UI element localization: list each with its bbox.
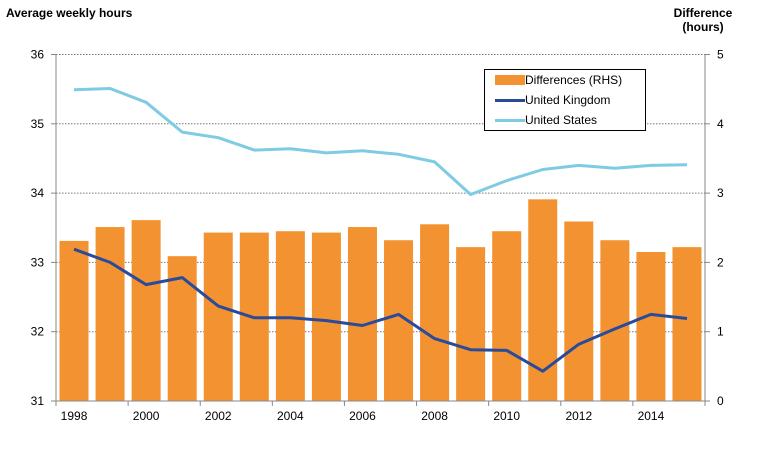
legend-item-differences: Differences (RHS)	[495, 70, 622, 90]
legend-item-us: United States	[495, 110, 597, 130]
right-tick-label: 2	[717, 255, 724, 269]
right-tick-label: 4	[717, 117, 724, 131]
x-tick-label: 2014	[638, 409, 665, 423]
x-tick-label: 2004	[277, 409, 304, 423]
right-tick-label: 1	[717, 325, 724, 339]
left-tick-label: 32	[31, 325, 45, 339]
legend-item-uk: United Kingdom	[495, 90, 610, 110]
x-tick-label: 2010	[493, 409, 520, 423]
legend-swatch-bar	[495, 75, 525, 85]
x-tick-label: 1998	[61, 409, 88, 423]
right-tick-label: 0	[717, 394, 724, 408]
bar-2014	[636, 252, 666, 401]
bar-2000	[131, 220, 161, 401]
bar-2011	[528, 199, 558, 401]
bar-2008	[420, 224, 450, 401]
x-tick-label: 2008	[421, 409, 448, 423]
left-tick-label: 31	[31, 394, 45, 408]
left-tick-label: 36	[31, 48, 45, 62]
legend-label: Differences (RHS)	[525, 73, 623, 87]
bar-1998	[59, 240, 89, 401]
legend: Differences (RHS) United Kingdom United …	[484, 69, 646, 131]
bar-2002	[203, 232, 233, 401]
x-tick-label: 2006	[349, 409, 376, 423]
bar-1999	[95, 227, 125, 401]
bar-2010	[492, 231, 522, 401]
right-tick-label: 5	[717, 48, 724, 62]
left-tick-label: 33	[31, 255, 45, 269]
legend-swatch-line	[495, 98, 525, 102]
right-axis-title: Difference (hours)	[673, 6, 733, 34]
left-tick-label: 34	[31, 186, 45, 200]
left-tick-label: 35	[31, 117, 45, 131]
bar-2009	[456, 247, 486, 401]
x-tick-label: 2000	[133, 409, 160, 423]
bar-2005	[311, 232, 341, 401]
bar-2004	[275, 231, 305, 401]
left-axis-title: Average weekly hours	[6, 6, 133, 20]
legend-swatch-line	[495, 118, 525, 122]
legend-label: United States	[525, 113, 598, 127]
bar-2013	[600, 240, 630, 401]
line-united-states	[73, 87, 688, 196]
legend-label: United Kingdom	[525, 93, 611, 107]
bar-2006	[347, 227, 377, 401]
bar-2015	[672, 247, 702, 401]
bar-2012	[564, 221, 594, 401]
x-tick-label: 2012	[565, 409, 592, 423]
x-tick-label: 2002	[205, 409, 232, 423]
line-united-kingdom	[73, 247, 688, 373]
right-tick-label: 3	[717, 186, 724, 200]
